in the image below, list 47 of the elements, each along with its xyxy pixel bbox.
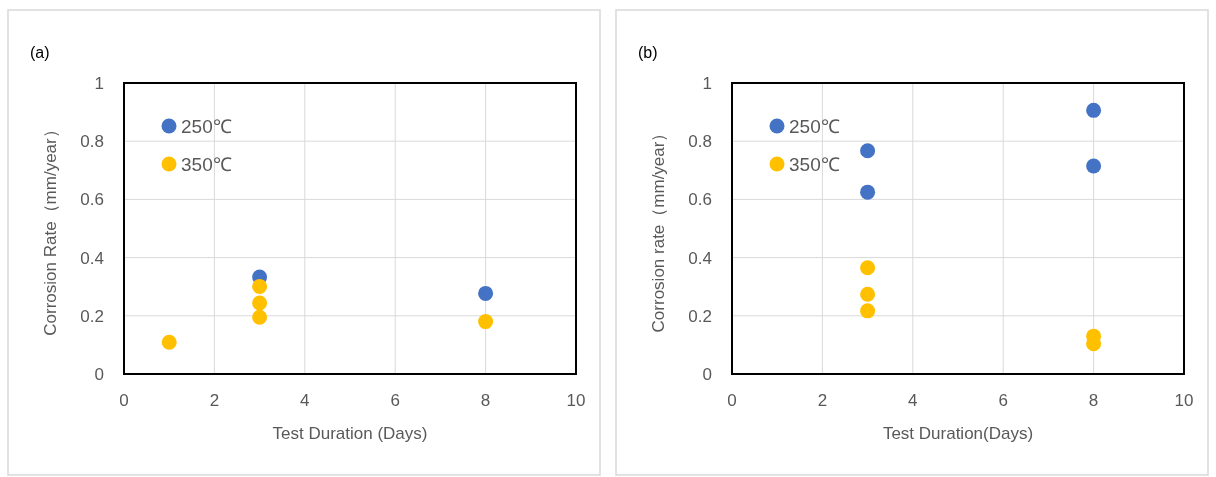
y-axis-title: Corrosion Rate（mm/year） — [41, 121, 60, 336]
y-axis-title: Corrosion rate（mm/year） — [649, 124, 668, 333]
point — [252, 309, 268, 325]
x-axis-title: Test Duration (Days) — [272, 424, 428, 443]
point — [478, 285, 494, 301]
legend-label: 250℃ — [181, 116, 232, 137]
x-tick-label: 4 — [908, 391, 918, 410]
legend-label: 350℃ — [789, 154, 840, 175]
point — [1086, 158, 1102, 174]
y-tick-label: 0.4 — [80, 248, 104, 268]
x-tick-label: 2 — [209, 391, 220, 410]
chart-title: (b) — [638, 44, 658, 61]
x-tick-label: 0 — [727, 391, 737, 410]
y-tick-label: 1 — [702, 74, 712, 93]
legend-label: 350℃ — [181, 154, 232, 175]
x-tick-label: 4 — [300, 391, 310, 410]
y-tick-label: 1 — [94, 74, 104, 93]
y-tick-label: 0.4 — [688, 248, 712, 268]
x-tick-label: 2 — [817, 391, 828, 410]
x-tick-label: 6 — [998, 391, 1008, 410]
x-axis-title: Test Duration(Days) — [882, 424, 1034, 443]
x-tick-label: 8 — [480, 391, 491, 410]
point — [860, 286, 876, 302]
y-tick-label: 0.6 — [688, 190, 712, 210]
point — [1086, 102, 1102, 118]
point — [478, 314, 494, 330]
x-tick-label: 8 — [1088, 391, 1099, 410]
y-tick-label: 0.2 — [688, 306, 712, 326]
y-tick-label: 0.8 — [688, 132, 712, 152]
point — [860, 143, 876, 159]
chart-title: (a) — [30, 44, 50, 61]
point — [252, 295, 268, 311]
y-tick-label: 0.2 — [80, 306, 104, 326]
y-tick-label: 0.8 — [80, 132, 104, 152]
y-tick-label: 0.6 — [80, 190, 104, 210]
x-tick-label: 0 — [119, 391, 129, 410]
legend-label: 250℃ — [789, 116, 840, 137]
x-tick-label: 10 — [1174, 391, 1194, 410]
point — [860, 303, 876, 319]
y-tick-label: 0 — [94, 365, 104, 384]
x-tick-label: 10 — [566, 391, 586, 410]
point — [860, 260, 876, 276]
point — [161, 334, 177, 350]
point — [252, 278, 268, 294]
point — [860, 184, 876, 200]
y-tick-label: 0 — [702, 365, 712, 384]
x-tick-label: 6 — [390, 391, 400, 410]
